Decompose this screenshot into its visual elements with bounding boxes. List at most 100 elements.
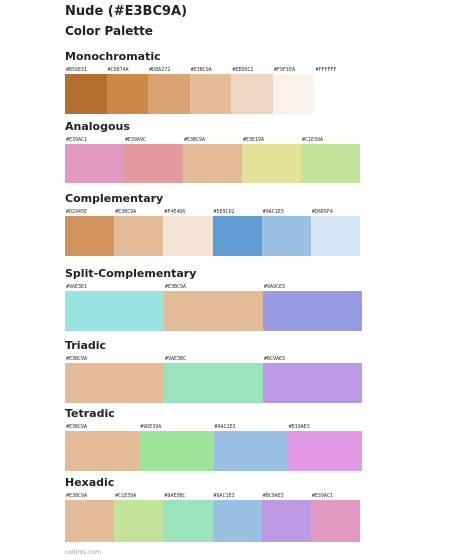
color-swatch[interactable]: #5E9CD2 [212,208,262,256]
hex-code-label: #E39AC1 [311,493,333,499]
color-block[interactable] [164,363,263,403]
color-block[interactable] [163,500,213,542]
color-swatch[interactable]: #9AC1E3 [213,423,288,471]
hex-code-label: #E39AC1 [66,137,88,143]
color-swatch[interactable]: #9AE3BC [164,355,263,403]
palette-title: Monochromatic [65,50,161,63]
hex-code-label: #F4E4D6 [164,209,186,215]
hex-code-label: #D8A272 [149,67,171,73]
color-block[interactable] [164,291,263,331]
color-swatch[interactable]: #D8A272 [148,66,190,114]
color-swatch[interactable]: #C1E39A [114,492,164,542]
hex-code-label: #9AE3BC [165,356,187,362]
color-swatch[interactable]: #D2945E [65,208,115,256]
color-swatch[interactable]: #F9F1EA [272,66,315,114]
color-block[interactable] [65,363,164,403]
hex-code-label: #9A9CE3 [264,284,286,290]
color-swatch[interactable]: #9AC1E3 [261,208,311,256]
color-block[interactable] [124,144,183,183]
hex-code-label: #E3BC9A [115,209,137,215]
color-swatch[interactable]: #E3BC9A [65,492,115,542]
color-swatch[interactable]: #BC9AE3 [263,355,362,403]
hex-code-label: #EED6C2 [232,67,254,73]
page-title: Nude (#E3BC9A) [65,4,188,19]
color-swatch[interactable]: #D6E6F4 [310,208,361,256]
color-block[interactable] [310,500,361,542]
color-swatch[interactable]: #9AE3E1 [65,283,164,331]
hex-code-label: #B56E31 [66,67,88,73]
color-swatch[interactable]: #E3BC9A [189,66,232,114]
color-block[interactable] [65,144,124,183]
color-block[interactable] [263,363,362,403]
color-swatch[interactable]: #EED6C2 [231,66,273,114]
color-swatch[interactable]: #E39AC1 [65,136,124,183]
color-block[interactable] [310,216,361,256]
color-block[interactable] [242,144,301,183]
color-swatch[interactable]: #BC9AE3 [261,492,311,542]
color-block[interactable] [139,431,214,471]
color-block[interactable] [287,431,362,471]
palette-title: Analogous [65,120,130,133]
color-swatch[interactable]: #FFFFFF [314,66,357,114]
hex-code-label: #E3BC9A [184,137,206,143]
color-swatch[interactable]: #E3BC9A [164,283,263,331]
color-block[interactable] [189,74,232,114]
swatch-row: #B56E31 #CD874A #D8A272 #E3BC9A #EED6C2 #F9F1… [65,66,357,114]
color-swatch[interactable]: #CD874A [106,66,149,114]
color-swatch[interactable]: #F4E4D6 [163,208,213,256]
color-block[interactable] [231,74,273,114]
color-block[interactable] [261,216,311,256]
color-swatch[interactable]: #E19AE3 [287,423,362,471]
color-swatch[interactable]: #E3BC9A [114,208,164,256]
color-block[interactable] [263,291,362,331]
color-swatch[interactable]: #B56E31 [65,66,107,114]
color-swatch[interactable]: #E3BC9A [65,355,164,403]
palette-title: Hexadic [65,476,115,489]
color-block[interactable] [301,144,360,183]
hex-code-label: #BC9AE3 [264,356,286,362]
palette-title: Triadic [65,339,107,352]
color-block[interactable] [65,500,115,542]
color-block[interactable] [65,431,140,471]
color-block[interactable] [163,216,213,256]
color-block[interactable] [314,74,357,114]
palette-tetradic: Tetradic #E3BC9A #9DE39A #9AC1E3 #E19AE3 [65,407,362,471]
color-block[interactable] [65,291,164,331]
color-block[interactable] [106,74,149,114]
color-block[interactable] [65,216,115,256]
color-swatch[interactable]: #9DE39A [139,423,214,471]
color-swatch[interactable]: #9AE3BC [163,492,213,542]
swatch-row: #E39AC1 #E39A9C #E3BC9A #E3E19A #C1E39A [65,136,360,183]
hex-code-label: #9AC1E3 [213,493,235,499]
hex-code-label: #C1E39A [115,493,137,499]
color-block[interactable] [65,74,107,114]
color-swatch[interactable]: #E3BC9A [183,136,242,183]
hex-code-label: #D2945E [66,209,88,215]
color-swatch[interactable]: #E3E19A [242,136,301,183]
color-block[interactable] [261,500,311,542]
hex-code-label: #E3E19A [243,137,265,143]
swatch-row: #9AE3E1 #E3BC9A #9A9CE3 [65,283,362,331]
palette-triadic: Triadic #E3BC9A #9AE3BC #BC9AE3 [65,339,362,403]
color-swatch[interactable]: #E39AC1 [310,492,361,542]
hex-code-label: #E3BC9A [190,67,212,73]
hex-code-label: #9DE39A [140,424,162,430]
hex-code-label: #E3BC9A [66,356,88,362]
color-swatch[interactable]: #C1E39A [301,136,360,183]
swatch-row: #D2945E #E3BC9A #F4E4D6 #5E9CD2 #9AC1E3 #D6E6… [65,208,361,256]
color-block[interactable] [148,74,190,114]
color-swatch[interactable]: #E3BC9A [65,423,140,471]
color-swatch[interactable]: #E39A9C [124,136,183,183]
color-block[interactable] [114,500,164,542]
color-block[interactable] [213,431,288,471]
hex-code-label: #D6E6F4 [311,209,333,215]
color-block[interactable] [212,216,262,256]
page-subtitle: Color Palette [65,24,153,38]
color-block[interactable] [272,74,315,114]
color-block[interactable] [114,216,164,256]
hex-code-label: #E3BC9A [66,424,88,430]
color-block[interactable] [183,144,242,183]
color-swatch[interactable]: #9A9CE3 [263,283,362,331]
color-swatch[interactable]: #9AC1E3 [212,492,262,542]
color-block[interactable] [212,500,262,542]
